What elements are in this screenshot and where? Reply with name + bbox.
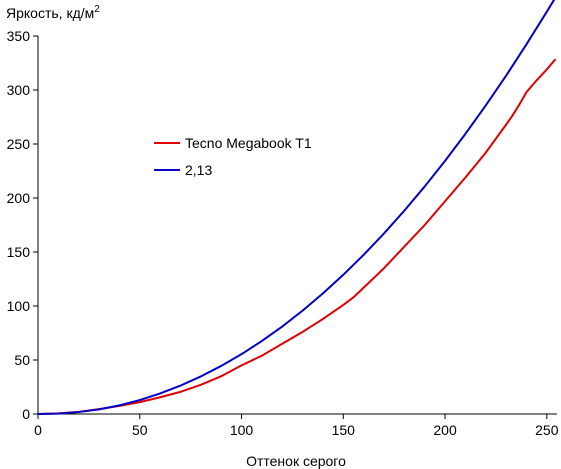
x-tick-label: 100 xyxy=(230,422,254,438)
y-tick-label: 100 xyxy=(7,298,31,314)
y-axis-label-superscript: 2 xyxy=(94,4,100,15)
legend-label-0: Tecno Megabook T1 xyxy=(185,135,312,151)
y-tick-label: 300 xyxy=(7,82,31,98)
legend: Tecno Megabook T1 2,13 xyxy=(154,135,312,178)
x-tick-label: 0 xyxy=(34,422,42,438)
axes: 0 50 100 150 200 250 0 50 100 150 200 250 300 350 xyxy=(7,28,559,438)
series-line-0 xyxy=(38,58,556,415)
legend-label-1: 2,13 xyxy=(185,162,212,178)
x-tick-label: 200 xyxy=(433,422,457,438)
y-tick-label: 200 xyxy=(7,190,31,206)
x-axis-label: Оттенок серого xyxy=(246,453,346,469)
y-tick-label: 250 xyxy=(7,136,31,152)
y-tick-label: 0 xyxy=(22,406,30,422)
x-tick-label: 50 xyxy=(132,422,148,438)
series-lines xyxy=(38,0,556,415)
series-line-1 xyxy=(38,0,556,415)
y-tick-label: 350 xyxy=(7,28,31,44)
y-tick-label: 50 xyxy=(14,352,30,368)
y-tick-label: 150 xyxy=(7,244,31,260)
y-axis-label: Яркость, кд/м2 xyxy=(6,4,100,21)
x-tick-label: 250 xyxy=(535,422,559,438)
x-tick-label: 150 xyxy=(332,422,356,438)
y-axis-label-text: Яркость, кд/м xyxy=(6,5,94,21)
